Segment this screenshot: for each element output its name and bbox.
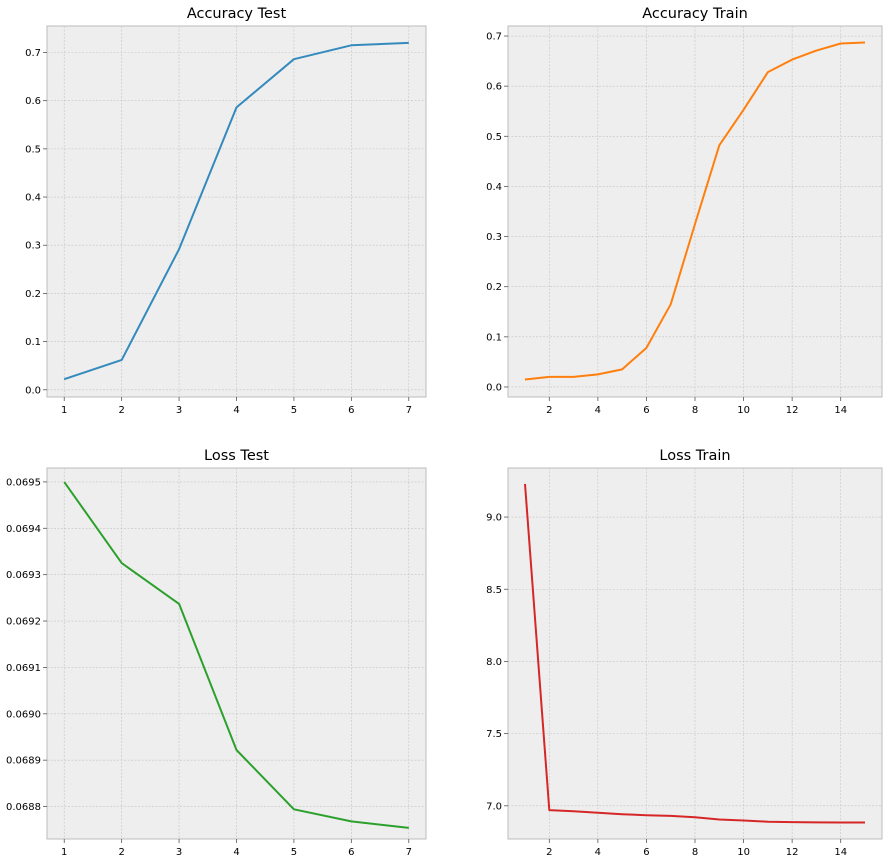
y-tick-label: 0.4 [25, 193, 41, 204]
y-tick-label: 0.3 [486, 232, 502, 243]
y-tick-label: 0.5 [25, 144, 41, 155]
x-tick-label: 8 [692, 405, 698, 416]
y-tick-label: 7.0 [486, 801, 502, 812]
y-tick-label: 0.2 [486, 282, 502, 293]
y-tick-label: 0.6 [486, 82, 502, 93]
y-tick-label: 0.0688 [6, 802, 41, 813]
x-tick-label: 6 [348, 847, 354, 858]
x-tick-label: 1 [61, 847, 67, 858]
y-tick-label: 0.0689 [6, 756, 41, 767]
x-tick-label: 3 [176, 405, 182, 416]
x-tick-label: 10 [737, 405, 750, 416]
series-line [63, 481, 409, 829]
x-tick-label: 4 [595, 847, 601, 858]
chart-title: Loss Test [204, 448, 269, 464]
x-tick-label: 4 [233, 847, 239, 858]
y-tick-label: 0.0 [486, 382, 502, 393]
series-line [524, 483, 865, 824]
y-tick-label: 0.0694 [6, 524, 41, 535]
x-tick-label: 2 [118, 847, 124, 858]
y-tick-label: 9.0 [486, 513, 502, 524]
x-tick-label: 5 [291, 847, 297, 858]
y-tick-label: 8.0 [486, 657, 502, 668]
y-tick-label: 0.3 [25, 241, 41, 252]
panel-accuracy-test: Accuracy Test 1 2 3 4 5 6 7 0.0 0.1 0.2 0.3 0.4 0.5 0… [25, 6, 427, 416]
y-tick-label: 8.5 [486, 585, 502, 596]
y-tick-label: 0.0692 [6, 617, 41, 628]
x-tick-label: 5 [291, 405, 297, 416]
y-tick-label: 0.0693 [6, 570, 41, 581]
x-tick-label: 3 [176, 847, 182, 858]
x-tick-label: 1 [61, 405, 67, 416]
x-tick-label: 2 [546, 405, 552, 416]
chart-title: Accuracy Train [642, 6, 748, 22]
y-tick-label: 0.0691 [6, 663, 41, 674]
x-tick-label: 8 [692, 847, 698, 858]
x-tick-label: 4 [233, 405, 239, 416]
panel-loss-test: Loss Test 1 2 3 4 5 6 7 0.0688 0.0689 0.0690 0.069… [6, 448, 427, 858]
x-tick-label: 7 [406, 405, 412, 416]
panel-accuracy-train: Accuracy Train 2 4 6 8 10 12 14 0.0 0.1 0.2 0.3 0.4… [486, 6, 883, 416]
y-tick-label: 0.0 [25, 385, 41, 396]
x-tick-label: 10 [737, 847, 750, 858]
x-tick-label: 7 [406, 847, 412, 858]
y-tick-label: 0.0695 [6, 477, 41, 488]
y-tick-label: 0.7 [25, 48, 41, 59]
y-tick-label: 0.0690 [6, 709, 41, 720]
panel-loss-train: Loss Train 2 4 6 8 10 12 14 7.0 7.5 8.0 8.5 9.0 [486, 448, 883, 858]
y-tick-label: 0.7 [486, 32, 502, 43]
y-tick-label: 7.5 [486, 729, 502, 740]
x-tick-label: 2 [118, 405, 124, 416]
y-tick-label: 0.6 [25, 96, 41, 107]
y-tick-label: 0.1 [486, 332, 502, 343]
x-tick-label: 2 [546, 847, 552, 858]
x-tick-label: 4 [595, 405, 601, 416]
series-line [63, 41, 409, 381]
x-tick-label: 12 [786, 847, 799, 858]
x-tick-label: 6 [643, 405, 649, 416]
x-tick-label: 14 [834, 847, 847, 858]
chart-title: Loss Train [659, 448, 730, 464]
y-tick-label: 0.5 [486, 132, 502, 143]
x-tick-label: 6 [348, 405, 354, 416]
chart-title: Accuracy Test [187, 6, 287, 22]
y-tick-label: 0.2 [25, 289, 41, 300]
x-tick-label: 6 [643, 847, 649, 858]
y-tick-label: 0.4 [486, 182, 502, 193]
series-line [524, 41, 866, 381]
y-tick-label: 0.1 [25, 337, 41, 348]
x-tick-label: 12 [786, 405, 799, 416]
x-tick-label: 14 [834, 405, 847, 416]
